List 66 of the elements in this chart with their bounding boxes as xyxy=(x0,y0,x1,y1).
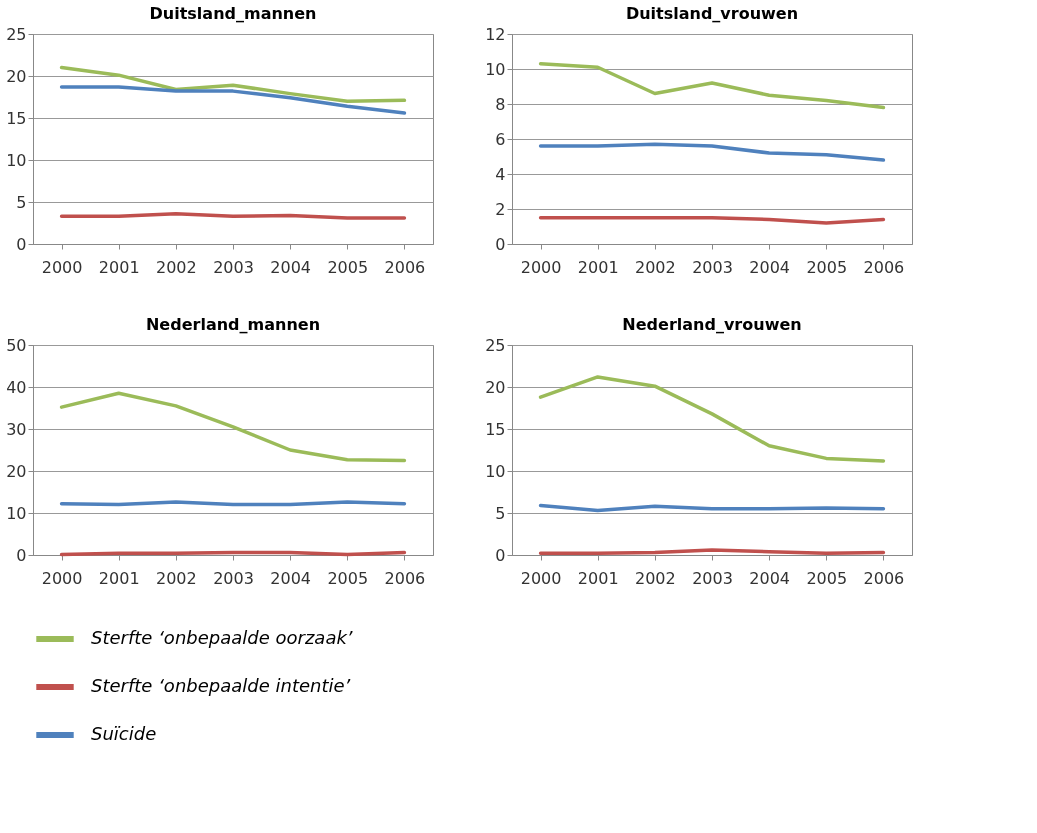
x-tick-label: 2002 xyxy=(635,568,676,588)
x-tick-label: 2004 xyxy=(749,257,790,277)
y-tick-label: 40 xyxy=(6,377,27,397)
x-tick-label: 2000 xyxy=(520,257,562,277)
x-tick-label: 2003 xyxy=(692,568,733,588)
x-tick-label: 2005 xyxy=(327,568,369,588)
y-tick-label: 15 xyxy=(485,419,506,439)
x-tick-label: 2004 xyxy=(270,568,311,588)
x-tick-label: 2006 xyxy=(384,257,426,277)
y-tick-label: 20 xyxy=(485,377,506,397)
chart-title: Nederland_vrouwen xyxy=(622,315,802,334)
x-tick-label: 2006 xyxy=(384,568,426,588)
y-tick-label: 15 xyxy=(6,108,27,128)
x-tick-label: 2005 xyxy=(806,257,848,277)
line-series xyxy=(59,65,407,103)
y-tick-label: 12 xyxy=(485,24,506,44)
x-tick-label: 2004 xyxy=(270,257,311,277)
y-tick-label: 2 xyxy=(495,199,506,219)
x-tick-label: 2003 xyxy=(213,257,254,277)
y-tick-label: 5 xyxy=(16,192,27,212)
line-series xyxy=(538,62,886,110)
y-tick-label: 0 xyxy=(495,234,506,254)
x-tick-label: 2002 xyxy=(635,257,676,277)
x-tick-label: 2001 xyxy=(98,257,140,277)
y-tick-label: 8 xyxy=(495,94,506,114)
y-tick-label: 6 xyxy=(495,129,506,149)
line-series xyxy=(59,391,407,463)
x-tick-label: 2001 xyxy=(577,568,619,588)
x-tick-label: 2005 xyxy=(327,257,369,277)
line-series xyxy=(538,375,886,463)
legend-label: Suïcide xyxy=(91,723,157,744)
x-tick-label: 2000 xyxy=(41,257,83,277)
legend-label: Sterfte ‘onbepaalde intentie’ xyxy=(91,675,351,696)
x-tick-label: 2004 xyxy=(749,568,790,588)
x-tick-label: 2005 xyxy=(806,568,848,588)
y-tick-label: 10 xyxy=(485,461,506,481)
x-tick-label: 2000 xyxy=(41,568,83,588)
y-tick-label: 10 xyxy=(6,150,27,170)
y-tick-label: 50 xyxy=(6,335,27,355)
line-series xyxy=(538,142,886,162)
y-tick-label: 10 xyxy=(6,503,27,523)
y-tick-label: 20 xyxy=(6,461,27,481)
y-tick-label: 25 xyxy=(485,335,506,355)
x-tick-label: 2003 xyxy=(692,257,733,277)
y-tick-label: 20 xyxy=(6,66,27,86)
y-tick-label: 4 xyxy=(495,164,506,184)
chart-title: Nederland_mannen xyxy=(145,315,321,334)
legend-label: Sterfte ‘onbepaalde oorzaak’ xyxy=(91,627,353,648)
y-tick-label: 0 xyxy=(495,545,506,565)
x-tick-label: 2003 xyxy=(213,568,254,588)
line-series xyxy=(59,85,407,115)
y-tick-label: 10 xyxy=(485,59,506,79)
y-tick-label: 0 xyxy=(16,234,27,254)
chart-title: Duitsland_mannen xyxy=(149,4,317,23)
x-tick-label: 2001 xyxy=(577,257,619,277)
x-tick-label: 2002 xyxy=(156,568,197,588)
chart-title: Duitsland_vrouwen xyxy=(625,4,799,23)
x-tick-label: 2006 xyxy=(863,257,905,277)
y-tick-label: 25 xyxy=(6,24,27,44)
x-tick-label: 2001 xyxy=(98,568,140,588)
y-tick-label: 30 xyxy=(6,419,27,439)
x-tick-label: 2006 xyxy=(863,568,905,588)
x-tick-label: 2000 xyxy=(520,568,562,588)
y-tick-label: 0 xyxy=(16,545,27,565)
x-tick-label: 2002 xyxy=(156,257,197,277)
y-tick-label: 5 xyxy=(495,503,506,523)
